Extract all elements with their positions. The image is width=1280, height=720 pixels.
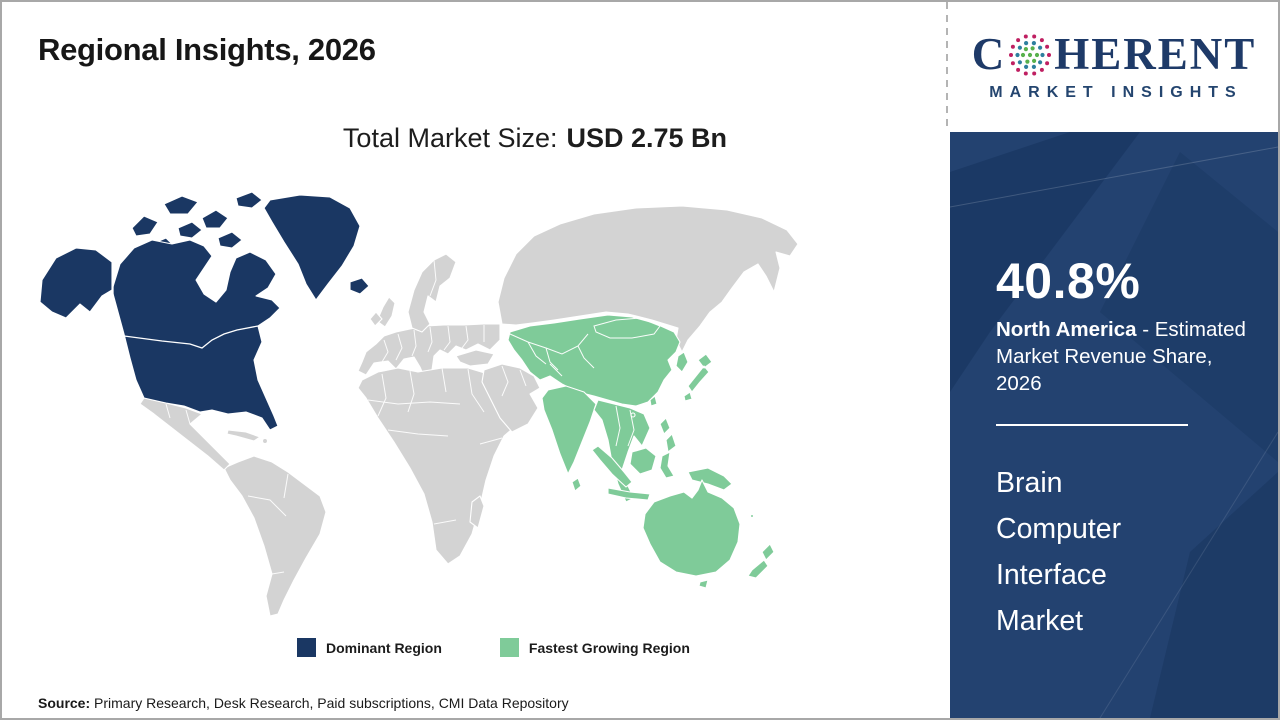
map-gray-country-borders <box>165 259 527 575</box>
landmass-great-britain <box>376 296 396 328</box>
share-desc-text: - Estimated Market Revenue Share, 2026 <box>996 318 1246 395</box>
landmass-korea <box>675 351 689 373</box>
panel-divider-line <box>996 424 1188 426</box>
market-name-line: Computer <box>996 513 1122 545</box>
legend-item-fastest-growing: Fastest Growing Region <box>499 638 690 657</box>
landmass-turkey <box>455 349 495 367</box>
legend-item-dominant: Dominant Region <box>297 638 442 657</box>
legend-swatch-fastest-growing <box>499 638 519 657</box>
source-line: Source: Primary Research, Desk Research,… <box>38 695 569 711</box>
landmass-hispaniola <box>261 437 269 445</box>
landmass-new-guinea <box>687 467 733 491</box>
landmass-india <box>541 385 597 475</box>
market-name-line: Interface <box>996 559 1107 591</box>
landmass-iceland <box>349 277 370 295</box>
page-title: Regional Insights, 2026 <box>38 32 376 67</box>
landmass-alaska <box>39 247 113 319</box>
map-green-country-borders <box>509 317 661 447</box>
market-name-line: Brain <box>996 467 1063 499</box>
share-region: North America <box>996 318 1137 341</box>
map-region-rest-of-world <box>139 205 799 617</box>
logo-word-end: HERENT <box>1054 29 1257 79</box>
total-market-size: Total Market Size: USD 2.75 Bn <box>2 123 948 154</box>
map-region-asia-pacific <box>507 314 775 589</box>
globe-dots-icon <box>1009 34 1052 75</box>
map-legend: Dominant Region Fastest Growing Region <box>297 638 690 657</box>
brand-logo-subtitle: MARKET INSIGHTS <box>989 84 1243 101</box>
landmass-taiwan <box>649 395 658 407</box>
landmass-tasmania <box>698 579 709 589</box>
landmass-scandinavia <box>407 253 457 333</box>
share-description: North America - Estimated Market Revenue… <box>996 316 1254 397</box>
brand-logo-wordmark: C HERENT <box>972 32 1257 77</box>
logo-word-start: C <box>971 29 1007 79</box>
landmass-africa <box>357 367 533 565</box>
share-value: 40.8% <box>996 253 1141 309</box>
landmass-borneo <box>629 447 657 475</box>
landmass-sumatra <box>591 445 633 488</box>
market-name: Brain Computer Interface Market <box>996 460 1121 644</box>
landmass-south-america <box>223 455 327 617</box>
landmass-australia <box>642 479 741 577</box>
landmass-japan <box>683 353 713 402</box>
map-north-america-internal-borders <box>112 262 259 349</box>
landmass-sri-lanka <box>571 477 582 492</box>
landmass-canadian-archipelago <box>131 191 263 255</box>
market-name-line: Market <box>996 605 1084 637</box>
landmass-greenland <box>263 194 361 301</box>
sidebar-panel: 40.8% North America - Estimated Market R… <box>950 132 1278 718</box>
map-region-north-america <box>39 191 370 431</box>
landmass-cuba <box>226 429 261 442</box>
landmass-sulawesi <box>659 451 675 479</box>
legend-swatch-dominant <box>297 638 316 657</box>
landmass-java <box>607 487 651 501</box>
total-market-size-label: Total Market Size: <box>342 123 558 153</box>
landmass-new-caledonia <box>749 513 755 519</box>
landmass-ireland <box>369 311 383 327</box>
landmass-philippines <box>659 417 677 453</box>
landmass-canada-usa <box>111 239 281 431</box>
landmass-russia <box>497 205 799 353</box>
landmass-europe <box>357 323 501 382</box>
world-map-svg <box>39 191 799 617</box>
dashed-divider <box>946 2 948 132</box>
landmass-middle-east <box>481 363 541 433</box>
panel-texture <box>950 132 1278 718</box>
brand-logo: C HERENT MARKET INSIGHTS <box>950 2 1278 132</box>
source-text: Primary Research, Desk Research, Paid su… <box>90 695 569 711</box>
legend-label-fastest-growing: Fastest Growing Region <box>528 639 690 656</box>
landmass-madagascar <box>469 495 485 529</box>
total-market-size-value: USD 2.75 Bn <box>566 123 728 153</box>
source-label: Source: <box>38 695 91 711</box>
legend-label-dominant: Dominant Region <box>326 639 442 656</box>
landmass-central-america <box>139 397 231 471</box>
landmass-new-zealand <box>747 543 775 579</box>
